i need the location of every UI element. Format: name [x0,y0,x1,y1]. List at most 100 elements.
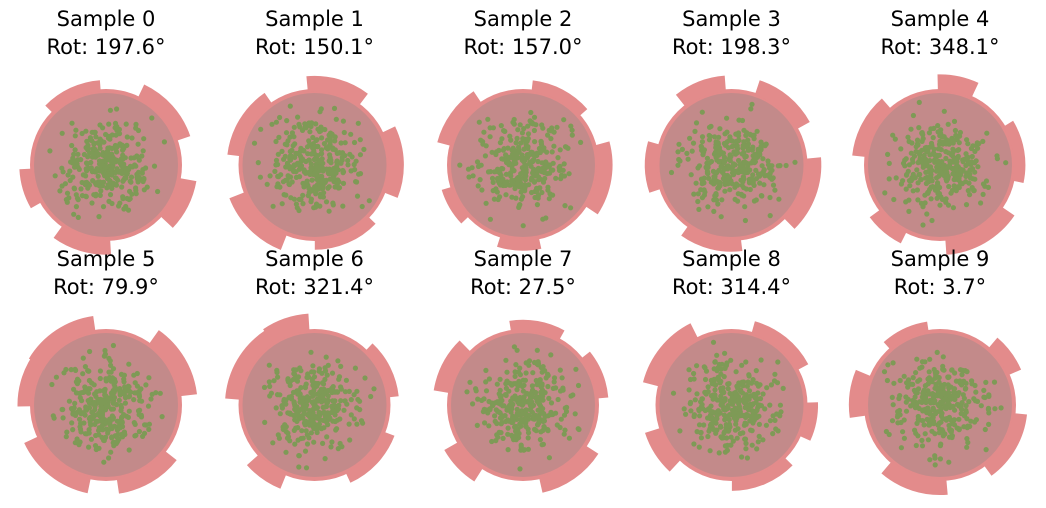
point [283,397,289,403]
point [297,124,303,130]
point [529,189,535,196]
point [329,370,336,376]
point [689,148,695,154]
point [750,172,756,178]
point [907,183,913,189]
point [324,434,330,440]
point [980,191,986,197]
point [273,119,279,125]
point [538,389,544,395]
point [96,445,102,451]
point [49,381,55,388]
point [726,381,732,387]
gear-tooth [229,191,288,250]
point [120,196,126,202]
point [540,125,546,131]
point [739,169,745,175]
gear-tooth [53,225,111,255]
point [891,196,897,203]
point [348,131,354,137]
point [125,207,132,213]
point [294,405,300,411]
point [735,182,741,188]
point [338,140,344,146]
point [121,412,127,418]
panel-subtitle: Rot: 150.1° [255,35,374,59]
point [475,396,481,402]
point [494,432,500,438]
point [140,148,146,154]
gear-tooth [852,98,892,157]
point [974,398,981,404]
point [950,137,957,143]
point [513,428,519,434]
point [277,392,283,398]
point [66,398,72,404]
point [892,136,898,142]
point [319,156,325,162]
point [351,392,357,398]
point [129,191,135,197]
point [676,141,682,147]
point [780,385,786,391]
point [964,369,970,375]
point [267,383,273,389]
point [940,354,946,360]
point [476,119,482,125]
point [924,211,930,217]
point [719,197,725,203]
point [749,415,756,421]
point [929,178,935,184]
point [291,412,297,418]
point [322,365,328,371]
point [903,399,909,405]
point [716,159,722,165]
point [352,365,358,371]
point [693,120,700,126]
point [267,173,273,179]
point [983,447,989,453]
point [770,431,776,437]
point [72,400,78,406]
point [956,416,962,422]
panel: Sample 8 Rot: 314.4° [643,247,819,491]
point [81,420,87,426]
point [89,409,95,415]
point [713,191,719,197]
point [122,175,128,181]
point [116,126,122,133]
point [368,393,374,400]
point [258,126,264,132]
point [482,153,488,159]
point [759,163,765,169]
point [941,367,947,373]
point [721,390,727,396]
point [964,444,970,450]
point [338,398,344,404]
point [517,365,523,371]
point [322,456,328,462]
point [145,403,152,409]
point [513,140,519,146]
point [541,424,547,430]
point [575,382,582,389]
point [559,375,565,381]
point [546,455,553,461]
gear-tooth [988,337,1022,376]
point [271,378,277,384]
point [946,183,952,190]
point [704,155,711,161]
point [921,422,927,428]
point [939,427,945,433]
point [713,382,719,388]
point [529,383,536,389]
panel: Sample 2 Rot: 157.0° [437,7,613,251]
point [323,199,330,205]
point [897,393,903,399]
point [279,405,285,411]
point [499,156,505,162]
point [556,167,563,173]
point [511,414,518,420]
point [125,166,131,172]
gear-tooth [643,323,699,387]
